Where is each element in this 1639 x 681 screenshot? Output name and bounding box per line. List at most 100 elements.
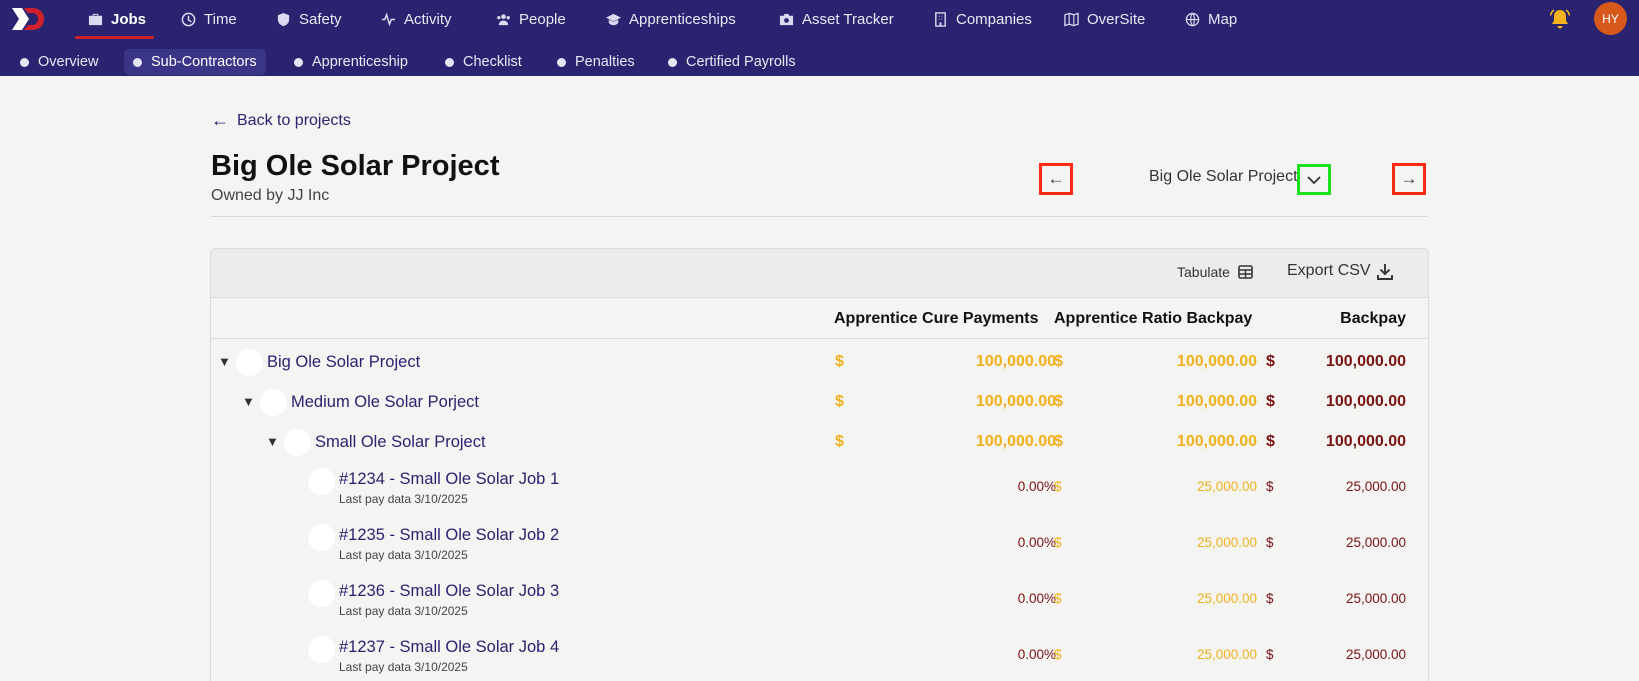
apprentice-cure-payments-value: 100,000.00 bbox=[975, 393, 1056, 410]
nav-activity-label: Activity bbox=[404, 10, 452, 28]
table-row[interactable]: ▼ Small Ole Solar Project $ 100,000.00 $… bbox=[211, 425, 1428, 465]
subtab-apprenticeship[interactable]: Apprenticeship bbox=[294, 49, 408, 75]
apprentice-cure-payments-percent: 0.00% bbox=[1017, 535, 1056, 550]
currency-symbol: $ bbox=[1054, 647, 1062, 662]
nav-people[interactable]: People bbox=[496, 9, 566, 29]
table-row[interactable]: #1235 - Small Ole Solar Job 2 Last pay d… bbox=[211, 521, 1428, 575]
nav-apprenticeships[interactable]: Apprenticeships bbox=[606, 9, 736, 29]
subtab-certified-payrolls-label: Certified Payrolls bbox=[686, 54, 796, 70]
arrow-left-icon: ← bbox=[211, 110, 229, 130]
apprentice-ratio-backpay-value: 100,000.00 bbox=[1176, 353, 1257, 370]
subtab-sub-contractors-label: Sub-Contractors bbox=[151, 54, 257, 70]
backpay-value: 25,000.00 bbox=[1345, 591, 1406, 606]
nav-map[interactable]: Map bbox=[1185, 9, 1237, 29]
project-owner: Owned by JJ Inc bbox=[211, 187, 330, 204]
nav-jobs[interactable]: Jobs bbox=[88, 9, 146, 29]
subtab-sub-contractors[interactable]: Sub-Contractors bbox=[124, 49, 266, 75]
active-nav-indicator bbox=[75, 36, 154, 39]
nav-time-label: Time bbox=[204, 10, 237, 28]
currency-symbol: $ bbox=[1054, 353, 1063, 370]
subtab-overview[interactable]: Overview bbox=[20, 49, 98, 75]
currency-symbol: $ bbox=[1054, 393, 1063, 410]
backpay-value: 100,000.00 bbox=[1325, 433, 1406, 450]
table-row[interactable]: #1234 - Small Ole Solar Job 1 Last pay d… bbox=[211, 465, 1428, 519]
nav-activity[interactable]: Activity bbox=[381, 9, 452, 29]
column-header-apprentice-cure-payments[interactable]: Apprentice Cure Payments bbox=[834, 310, 1039, 327]
nav-asset-tracker[interactable]: Asset Tracker bbox=[779, 9, 894, 29]
dot-icon bbox=[133, 57, 142, 67]
job-name[interactable]: #1237 - Small Ole Solar Job 4 bbox=[339, 638, 560, 656]
dot-icon bbox=[668, 57, 677, 67]
backpay-value: 25,000.00 bbox=[1345, 647, 1406, 662]
table-row[interactable]: ▼ Medium Ole Solar Porject $ 100,000.00 … bbox=[211, 385, 1428, 425]
nav-jobs-label: Jobs bbox=[111, 10, 147, 28]
currency-symbol: $ bbox=[1266, 433, 1275, 450]
table-icon bbox=[1238, 265, 1253, 279]
camera-icon bbox=[779, 13, 794, 25]
app-logo[interactable] bbox=[10, 6, 46, 32]
export-csv-label: Export CSV bbox=[1287, 262, 1371, 279]
table-row[interactable]: #1236 - Small Ole Solar Job 3 Last pay d… bbox=[211, 577, 1428, 631]
caret-down-icon[interactable]: ▼ bbox=[266, 434, 279, 449]
bell-icon[interactable] bbox=[1548, 7, 1572, 31]
graduation-cap-icon bbox=[606, 13, 621, 25]
avatar bbox=[236, 349, 263, 376]
row-name[interactable]: Big Ole Solar Project bbox=[267, 353, 421, 371]
backpay-value: 25,000.00 bbox=[1345, 479, 1406, 494]
nav-time[interactable]: Time bbox=[181, 9, 237, 29]
nav-companies-label: Companies bbox=[956, 10, 1032, 28]
backpay-value: 25,000.00 bbox=[1345, 535, 1406, 550]
apprentice-cure-payments-value: 100,000.00 bbox=[975, 433, 1056, 450]
header-divider bbox=[211, 338, 1428, 339]
export-csv-button[interactable]: Export CSV bbox=[1287, 262, 1393, 280]
sub-contractors-table-card: Tabulate Export CSV Apprentice Cure Paym… bbox=[210, 248, 1429, 681]
tabulate-button[interactable]: Tabulate bbox=[1177, 264, 1253, 280]
job-name[interactable]: #1234 - Small Ole Solar Job 1 bbox=[339, 470, 560, 488]
top-navigation-bar: Jobs Time Safety Activity People Apprent… bbox=[0, 0, 1639, 76]
last-pay-date: Last pay data 3/10/2025 bbox=[339, 660, 468, 674]
subtab-certified-payrolls[interactable]: Certified Payrolls bbox=[668, 49, 796, 75]
nav-oversite-label: OverSite bbox=[1087, 10, 1146, 28]
nav-companies[interactable]: Companies bbox=[933, 9, 1032, 29]
column-header-apprentice-ratio-backpay[interactable]: Apprentice Ratio Backpay bbox=[1054, 310, 1253, 327]
last-pay-date: Last pay data 3/10/2025 bbox=[339, 548, 468, 562]
caret-down-icon[interactable]: ▼ bbox=[242, 394, 255, 409]
clock-icon bbox=[181, 12, 196, 26]
currency-symbol: $ bbox=[835, 353, 844, 370]
subtab-checklist[interactable]: Checklist bbox=[445, 49, 522, 75]
arrow-left-icon: ← bbox=[1047, 169, 1065, 188]
previous-project-button[interactable]: ← bbox=[1039, 163, 1073, 195]
project-selector-dropdown-button[interactable] bbox=[1297, 164, 1331, 195]
nav-asset-tracker-label: Asset Tracker bbox=[802, 10, 894, 28]
back-to-projects-label: Back to projects bbox=[237, 111, 351, 129]
table-row[interactable]: ▼ Big Ole Solar Project $ 100,000.00 $ 1… bbox=[211, 345, 1428, 385]
user-avatar[interactable]: HY bbox=[1594, 2, 1627, 35]
caret-down-icon[interactable]: ▼ bbox=[218, 354, 231, 369]
currency-symbol: $ bbox=[1054, 535, 1062, 550]
row-name[interactable]: Small Ole Solar Project bbox=[315, 433, 486, 451]
tabulate-label: Tabulate bbox=[1177, 264, 1230, 280]
job-name[interactable]: #1235 - Small Ole Solar Job 2 bbox=[339, 526, 560, 544]
project-selector-value[interactable]: Big Ole Solar Project bbox=[1149, 168, 1298, 185]
row-name[interactable]: Medium Ole Solar Porject bbox=[291, 393, 479, 411]
apprentice-ratio-backpay-value: 25,000.00 bbox=[1196, 591, 1257, 606]
nav-safety[interactable]: Safety bbox=[276, 9, 342, 29]
nav-oversite[interactable]: OverSite bbox=[1064, 9, 1145, 29]
avatar bbox=[308, 468, 335, 495]
arrow-right-icon: → bbox=[1400, 169, 1418, 188]
next-project-button[interactable]: → bbox=[1392, 163, 1426, 195]
currency-symbol: $ bbox=[1054, 479, 1062, 494]
apprentice-ratio-backpay-value: 25,000.00 bbox=[1196, 647, 1257, 662]
avatar bbox=[308, 580, 335, 607]
subtab-apprenticeship-label: Apprenticeship bbox=[312, 54, 408, 70]
backpay-value: 100,000.00 bbox=[1325, 393, 1406, 410]
subtab-penalties-label: Penalties bbox=[575, 54, 635, 70]
job-name[interactable]: #1236 - Small Ole Solar Job 3 bbox=[339, 582, 560, 600]
currency-symbol: $ bbox=[1266, 591, 1274, 606]
subtab-penalties[interactable]: Penalties bbox=[557, 49, 635, 75]
column-header-backpay[interactable]: Backpay bbox=[1340, 310, 1406, 327]
back-to-projects-link[interactable]: ← Back to projects bbox=[211, 110, 351, 131]
table-row[interactable]: #1237 - Small Ole Solar Job 4 Last pay d… bbox=[211, 633, 1428, 681]
currency-symbol: $ bbox=[1266, 479, 1274, 494]
last-pay-date: Last pay data 3/10/2025 bbox=[339, 604, 468, 618]
